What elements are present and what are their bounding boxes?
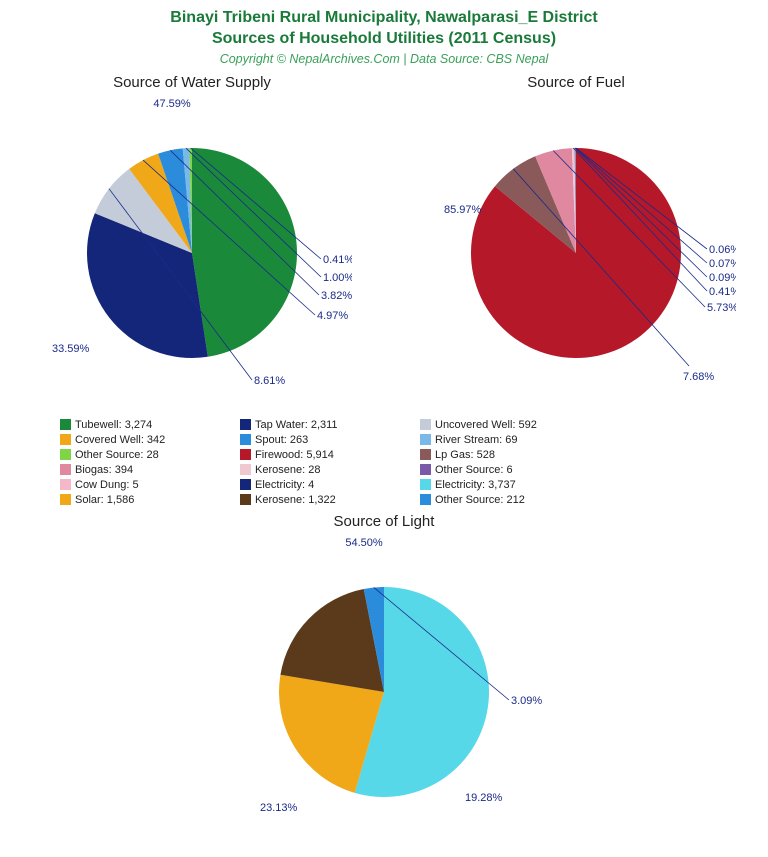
legend-label: Electricity: 4	[255, 479, 314, 491]
fuel-chart-container: Source of Fuel 85.97% 7.68% 5.73% 0.41% 0.09…	[416, 74, 736, 413]
legend-label: Biogas: 394	[75, 464, 133, 476]
legend-swatch	[420, 434, 431, 445]
legend-label: Other Source: 212	[435, 494, 525, 506]
legend-swatch	[420, 479, 431, 490]
pie-slice	[192, 148, 297, 357]
legend-swatch	[420, 449, 431, 460]
legend-swatch	[240, 494, 251, 505]
pct-label: 0.41%	[709, 286, 736, 298]
legend-swatch	[60, 434, 71, 445]
legend-item: Tubewell: 3,274	[60, 419, 230, 431]
pct-label: 3.09%	[511, 695, 542, 707]
pct-label: 0.41%	[323, 254, 352, 266]
pct-label: 5.73%	[707, 302, 736, 314]
legend-swatch	[420, 419, 431, 430]
top-charts-row: Source of Water Supply 47.59% 33.59% 8.61%…	[0, 74, 768, 413]
legend-item: Cow Dung: 5	[60, 479, 230, 491]
legend-item: Lp Gas: 528	[420, 449, 590, 461]
legend-label: Other Source: 6	[435, 464, 513, 476]
pie-svg: 54.50% 23.13% 19.28% 3.09%	[224, 532, 544, 852]
fuel-chart-title: Source of Fuel	[416, 74, 736, 91]
legend-item: Covered Well: 342	[60, 434, 230, 446]
legend-item: Spout: 263	[240, 434, 410, 446]
legend-swatch	[60, 419, 71, 430]
legend-swatch	[420, 464, 431, 475]
legend-label: Cow Dung: 5	[75, 479, 139, 491]
legend-label: Kerosene: 28	[255, 464, 320, 476]
legend-item: Tap Water: 2,311	[240, 419, 410, 431]
legend-item: Other Source: 212	[420, 494, 590, 506]
pct-label: 0.06%	[709, 244, 736, 256]
legend-label: Tubewell: 3,274	[75, 419, 152, 431]
pct-label: 3.82%	[321, 290, 352, 302]
legend-label: Kerosene: 1,322	[255, 494, 336, 506]
legend-item: Solar: 1,586	[60, 494, 230, 506]
legend-label: Spout: 263	[255, 434, 308, 446]
legend-item: Biogas: 394	[60, 464, 230, 476]
pct-label: 7.68%	[683, 371, 714, 383]
main-title-line2: Sources of Household Utilities (2011 Cen…	[0, 29, 768, 50]
pct-label: 8.61%	[254, 375, 285, 387]
pct-label: 23.13%	[260, 802, 298, 814]
legend-item: Other Source: 28	[60, 449, 230, 461]
title-block: Binayi Tribeni Rural Municipality, Nawal…	[0, 0, 768, 66]
legend-label: Tap Water: 2,311	[255, 419, 338, 431]
legend-swatch	[60, 479, 71, 490]
pie-svg: 85.97% 7.68% 5.73% 0.41% 0.09% 0.07% 0.06%	[416, 93, 736, 413]
legend-label: Electricity: 3,737	[435, 479, 516, 491]
legend-item: Uncovered Well: 592	[420, 419, 590, 431]
pct-label: 4.97%	[317, 310, 348, 322]
legend-label: Firewood: 5,914	[255, 449, 334, 461]
legend-swatch	[60, 464, 71, 475]
main-title-line1: Binayi Tribeni Rural Municipality, Nawal…	[0, 8, 768, 29]
legend-swatch	[240, 449, 251, 460]
legend-label: Solar: 1,586	[75, 494, 134, 506]
legend-swatch	[240, 419, 251, 430]
legend-label: Uncovered Well: 592	[435, 419, 537, 431]
legend-label: Lp Gas: 528	[435, 449, 495, 461]
legend-swatch	[240, 479, 251, 490]
pct-label: 47.59%	[153, 98, 191, 110]
pct-label: 54.50%	[345, 537, 383, 549]
legend-item: Electricity: 3,737	[420, 479, 590, 491]
water-pie: 47.59% 33.59% 8.61% 4.97% 3.82% 1.00% 0.41%	[32, 93, 352, 413]
pie-svg: 47.59% 33.59% 8.61% 4.97% 3.82% 1.00% 0.41%	[32, 93, 352, 413]
legend-label: Covered Well: 342	[75, 434, 165, 446]
pct-label: 19.28%	[465, 792, 503, 804]
legend-swatch	[240, 464, 251, 475]
fuel-pie: 85.97% 7.68% 5.73% 0.41% 0.09% 0.07% 0.06%	[416, 93, 736, 413]
legend-swatch	[60, 494, 71, 505]
legend-item: River Stream: 69	[420, 434, 590, 446]
water-chart-title: Source of Water Supply	[32, 74, 352, 91]
legend: Tubewell: 3,274 Tap Water: 2,311 Uncovered…	[24, 419, 744, 509]
water-chart-container: Source of Water Supply 47.59% 33.59% 8.61%…	[32, 74, 352, 413]
pct-label: 0.07%	[709, 258, 736, 270]
legend-label: Other Source: 28	[75, 449, 159, 461]
pct-label: 85.97%	[444, 204, 482, 216]
legend-label: River Stream: 69	[435, 434, 518, 446]
legend-swatch	[420, 494, 431, 505]
legend-item: Other Source: 6	[420, 464, 590, 476]
legend-item: Kerosene: 28	[240, 464, 410, 476]
pct-label: 33.59%	[52, 343, 90, 355]
legend-swatch	[240, 434, 251, 445]
light-pie: 54.50% 23.13% 19.28% 3.09%	[224, 532, 544, 852]
pct-label: 1.00%	[323, 272, 352, 284]
legend-item: Firewood: 5,914	[240, 449, 410, 461]
pct-label: 0.09%	[709, 272, 736, 284]
light-chart-container: Source of Light 54.50% 23.13% 19.28% 3.09%	[0, 513, 768, 852]
legend-swatch	[60, 449, 71, 460]
legend-item: Kerosene: 1,322	[240, 494, 410, 506]
light-chart-title: Source of Light	[334, 513, 435, 530]
legend-item: Electricity: 4	[240, 479, 410, 491]
subtitle: Copyright © NepalArchives.Com | Data Sou…	[0, 52, 768, 66]
